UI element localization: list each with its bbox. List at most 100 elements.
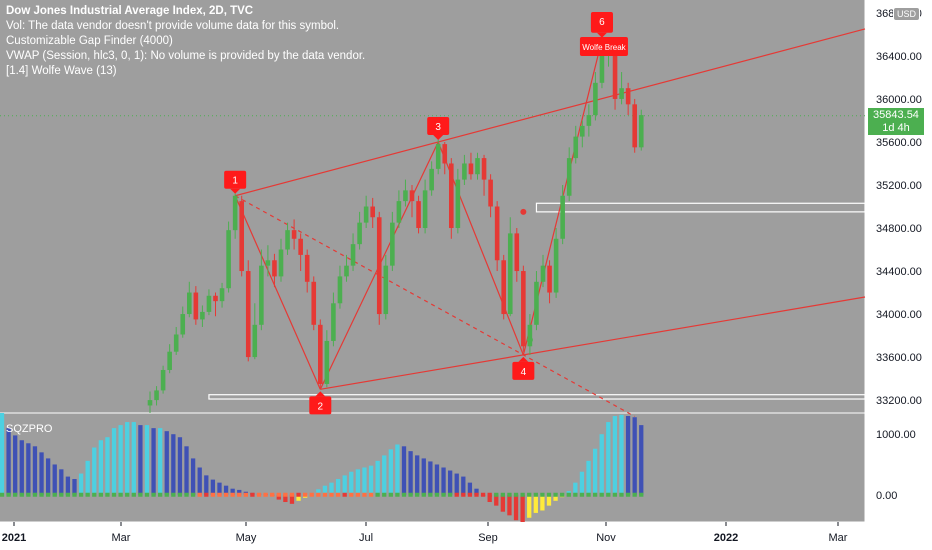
- oscillator-bar: [316, 489, 321, 495]
- candle-body: [252, 324, 258, 358]
- candle-body: [272, 260, 277, 277]
- squeeze-dot: [573, 492, 578, 497]
- wolfe-marker-pointer: [596, 32, 607, 38]
- bar-countdown: 1d 4h: [882, 122, 910, 134]
- oscillator-bar: [513, 494, 519, 521]
- candle-body: [265, 260, 271, 266]
- candle-body: [344, 265, 349, 277]
- wolfe-marker-pointer: [518, 356, 529, 362]
- wolfe-point-label: 3: [435, 122, 441, 133]
- wolfe-point-label: 1: [232, 176, 238, 187]
- candle-body: [449, 163, 454, 229]
- candle-body: [560, 195, 565, 239]
- oscillator-bar: [177, 437, 183, 495]
- oscillator-bar: [289, 494, 295, 504]
- candle-body: [370, 206, 375, 218]
- legend-gap-finder[interactable]: Customizable Gap Finder (4000): [6, 35, 173, 47]
- squeeze-dot: [256, 492, 262, 497]
- squeeze-dot: [349, 492, 354, 497]
- oscillator-bar: [612, 416, 618, 495]
- wolfe-upper-trend: [234, 28, 866, 197]
- candle-body: [173, 334, 179, 352]
- squeeze-dot: [606, 492, 611, 497]
- oscillator-bar: [586, 460, 591, 495]
- time-tick-label: Nov: [596, 532, 616, 544]
- squeeze-dot: [250, 492, 255, 497]
- squeeze-dot: [164, 492, 169, 497]
- legend-volume[interactable]: Vol: The data vendor doesn't provide vol…: [6, 20, 340, 32]
- squeeze-dot: [65, 492, 71, 497]
- oscillator-bar: [72, 479, 77, 495]
- oscillator-bar: [138, 425, 143, 495]
- time-tick-label: Jul: [359, 532, 373, 544]
- candle-body: [390, 222, 395, 266]
- price-tick-label: 34800.00: [876, 223, 922, 235]
- squeeze-dot: [395, 492, 400, 497]
- wolfe-point-marker: 1: [224, 170, 247, 194]
- oscillator-bar: [111, 428, 117, 495]
- oscillator-bar: [527, 494, 532, 518]
- squeeze-dot: [329, 492, 334, 497]
- squeeze-dot: [579, 492, 585, 497]
- oscillator-bar: [428, 461, 433, 495]
- wolfe-marker-box: [512, 361, 535, 380]
- oscillator-bar: [507, 494, 512, 516]
- squeeze-dot: [223, 492, 229, 497]
- candle-body: [553, 238, 559, 293]
- candle-body: [612, 50, 618, 99]
- squeeze-dot: [335, 492, 341, 497]
- candle-body: [350, 244, 356, 266]
- squeeze-dot: [210, 492, 216, 497]
- currency-badge[interactable]: USD: [892, 7, 920, 21]
- squeeze-dot: [533, 492, 538, 497]
- oscillator-bar: [190, 458, 196, 495]
- squeeze-dot: [560, 492, 565, 497]
- squeeze-dot: [177, 492, 183, 497]
- squeeze-dot: [243, 492, 248, 497]
- time-tick-label: May: [236, 532, 257, 544]
- oscillator-bar: [553, 494, 558, 501]
- candle-body: [514, 233, 520, 272]
- candle-body: [318, 324, 323, 384]
- candle-body: [527, 324, 533, 347]
- oscillator-label[interactable]: SQZPRO: [6, 423, 53, 435]
- squeeze-dot: [125, 492, 130, 497]
- oscillator-bar: [342, 475, 347, 495]
- legend-wolfe-wave[interactable]: [1.4] Wolfe Wave (13): [6, 65, 117, 77]
- time-tick-label: Sep: [478, 532, 498, 544]
- oscillator-bar: [26, 443, 31, 495]
- oscillator-bar: [487, 494, 492, 503]
- oscillator-bar: [210, 479, 216, 495]
- signal-dot: [520, 208, 527, 215]
- squeeze-dot: [72, 492, 77, 497]
- time-tick-label: Mar: [829, 532, 848, 544]
- candle-body: [180, 314, 186, 335]
- candle-body: [534, 281, 539, 325]
- candle-body: [488, 179, 493, 207]
- candle-body: [599, 55, 605, 83]
- squeeze-dot: [6, 492, 11, 497]
- oscillator-bar: [599, 434, 604, 495]
- legend-vwap[interactable]: VWAP (Session, hlc3, 0, 1): No volume is…: [6, 50, 366, 62]
- oscillator-bar: [13, 435, 18, 495]
- candle-body: [638, 115, 644, 148]
- squeeze-dot: [322, 492, 328, 497]
- oscillator-bar: [39, 452, 44, 495]
- time-scale-background: [0, 522, 865, 550]
- oscillator-bar: [164, 431, 169, 495]
- candle-body: [239, 201, 244, 272]
- oscillator-bar: [237, 489, 242, 495]
- wolfe-point-marker: 2: [309, 391, 332, 415]
- wolfe-point-label: 4: [521, 367, 527, 378]
- squeeze-dot: [111, 492, 117, 497]
- squeeze-dot: [612, 492, 618, 497]
- squeeze-dot: [105, 492, 110, 497]
- oscillator-bar: [322, 485, 328, 495]
- plot-background: [0, 0, 865, 522]
- wolfe-break-marker: Wolfe Break: [579, 37, 628, 56]
- price-tick-label: 35200.00: [876, 180, 922, 192]
- squeeze-dot: [217, 492, 222, 497]
- oscillator-axis: 0.00 1000.00: [876, 429, 916, 502]
- legend-title[interactable]: Dow Jones Industrial Average Index, 2D, …: [6, 5, 254, 17]
